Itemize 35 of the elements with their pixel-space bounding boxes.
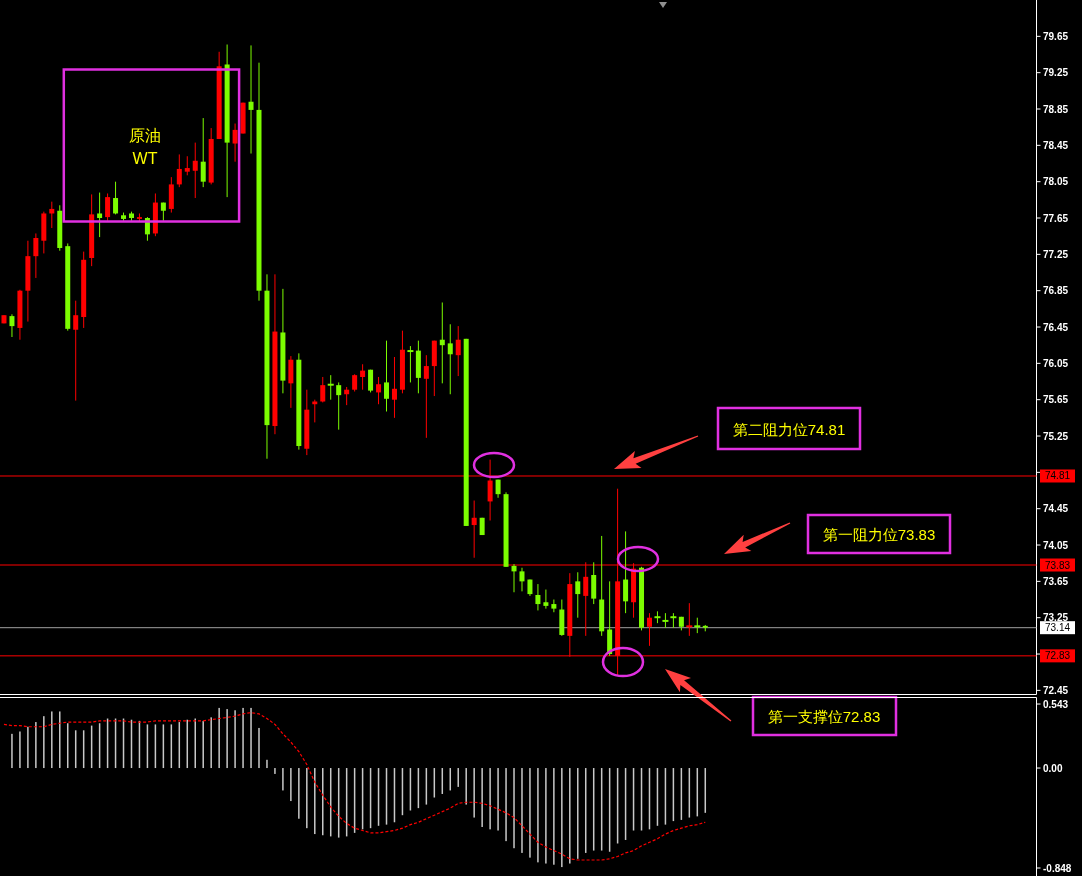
annotation: 第一支撑位72.83	[751, 695, 898, 737]
ref-tag: 74.81	[1040, 469, 1075, 483]
y-tick-label: -0.848	[1043, 862, 1072, 874]
ref-line-label: 72.83	[1044, 650, 1071, 662]
annotation: 原油 WT	[129, 127, 161, 167]
y-tick-label: 0.543	[1043, 698, 1069, 710]
y-tick-label: 74.05	[1043, 539, 1069, 551]
ref-line-label: 73.83	[1044, 559, 1071, 571]
annotation: 第二阻力位74.81	[732, 420, 846, 438]
y-tick-label: 78.85	[1043, 103, 1069, 115]
y-tick-label: 76.05	[1043, 357, 1069, 369]
annotation: 第一支撑位72.83	[767, 707, 881, 725]
y-tick-label: 78.05	[1043, 176, 1069, 188]
y-tick-label: 77.65	[1043, 212, 1069, 224]
y-tick-label: 79.25	[1043, 67, 1069, 79]
ref-line-label: 74.81	[1044, 470, 1071, 482]
annotation: 第一阻力位73.83	[806, 513, 952, 555]
y-tick-label: 75.25	[1043, 430, 1069, 442]
line-series	[3, 712, 706, 861]
annotation: 第二阻力位74.81	[716, 406, 862, 451]
y-tick-label: 77.25	[1043, 248, 1069, 260]
y-tick-label: 73.65	[1043, 575, 1069, 587]
y-tick-label: 72.45	[1043, 684, 1069, 696]
y-tick-label: 76.45	[1043, 321, 1069, 333]
y-tick-label: 76.85	[1043, 285, 1069, 297]
y-tick-label: 78.45	[1043, 139, 1069, 151]
y-tick-label: 74.45	[1043, 503, 1069, 515]
ref-line-label: 73.14	[1044, 622, 1071, 634]
y-tick-label: 73.25	[1043, 612, 1069, 624]
annotation: 第一阻力位73.83	[822, 525, 936, 543]
ref-tag: 73.14	[1040, 621, 1075, 635]
y-tick-label: 0.00	[1043, 762, 1063, 774]
y-tick-label: 75.65	[1043, 394, 1069, 406]
y-tick-label: 79.65	[1043, 30, 1069, 42]
ref-tag: 72.83	[1040, 649, 1075, 663]
